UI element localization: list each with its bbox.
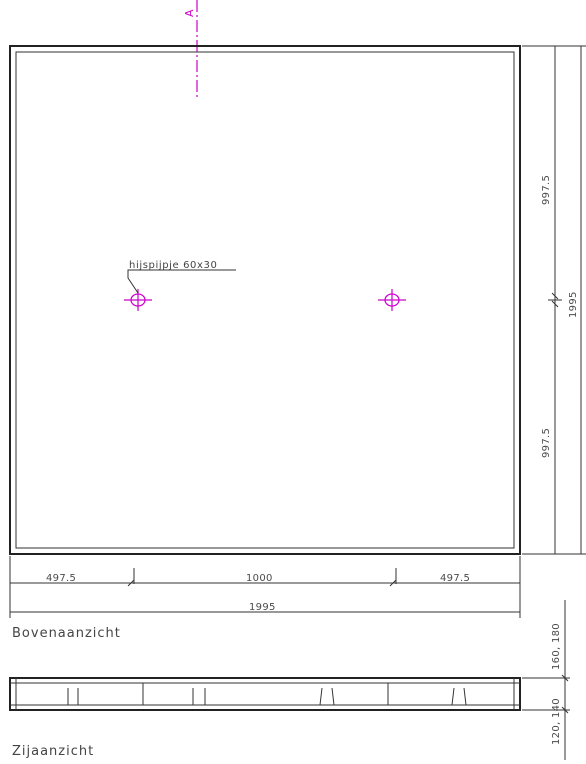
right-dimensions: 997.5 997.5 1995	[522, 45, 586, 555]
plate-outer-edge	[9, 45, 521, 555]
top-view-plate	[9, 45, 521, 555]
dim-side-thickness: 160, 180	[551, 623, 562, 670]
side-view-outline	[9, 677, 521, 711]
lifting-pipe-annotation: hijspijpje 60x30	[127, 260, 236, 294]
bottom-dimensions: 497.5 1000 497.5 1995	[9, 556, 521, 618]
dim-top-right: 997.5	[541, 175, 552, 205]
dim-bottom-right: 997.5	[541, 428, 552, 458]
lifting-pipe-label: hijspijpje 60x30	[129, 260, 217, 271]
dim-right-bottom: 497.5	[440, 573, 470, 584]
dim-overall-width: 1995	[249, 602, 276, 613]
dim-left-bottom: 497.5	[46, 573, 76, 584]
dim-middle-bottom: 1000	[246, 573, 273, 584]
side-dimensions: 160, 180 120, 140	[522, 600, 570, 760]
dim-side-lower: 120, 140	[551, 698, 562, 745]
lifting-pipe-right	[378, 289, 406, 311]
dim-overall-height: 1995	[568, 291, 579, 318]
side-view	[9, 677, 521, 711]
top-view-title: Bovenaanzicht	[12, 626, 121, 641]
plate-inner-edge	[15, 51, 515, 549]
section-marker-label: A	[183, 9, 196, 17]
side-view-title: Zijaanzicht	[12, 744, 94, 759]
